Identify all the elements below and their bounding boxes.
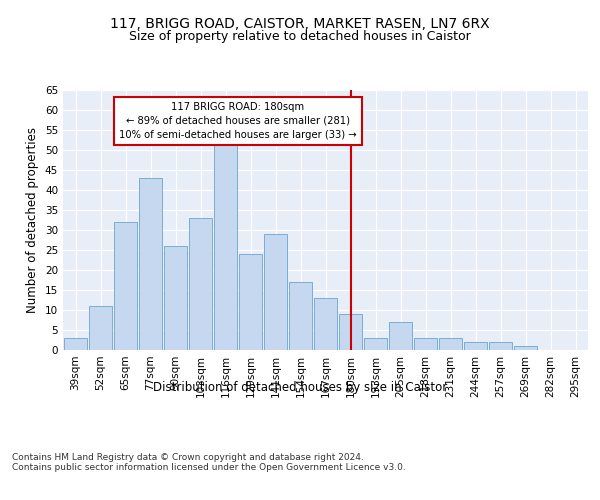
Bar (214, 142, 237, 350)
Bar (239, 254, 262, 350)
Bar (164, 246, 187, 350)
Bar (364, 338, 387, 350)
Text: 117, BRIGG ROAD, CAISTOR, MARKET RASEN, LN7 6RX: 117, BRIGG ROAD, CAISTOR, MARKET RASEN, … (110, 18, 490, 32)
Text: Distribution of detached houses by size in Caistor: Distribution of detached houses by size … (153, 381, 447, 394)
Bar (414, 338, 437, 350)
Y-axis label: Number of detached properties: Number of detached properties (26, 127, 40, 313)
Text: 117 BRIGG ROAD: 180sqm
← 89% of detached houses are smaller (281)
10% of semi-de: 117 BRIGG ROAD: 180sqm ← 89% of detached… (119, 102, 357, 140)
Bar (264, 234, 287, 350)
Bar (439, 338, 462, 350)
Bar (139, 178, 162, 350)
Text: Contains HM Land Registry data © Crown copyright and database right 2024.
Contai: Contains HM Land Registry data © Crown c… (12, 453, 406, 472)
Text: Size of property relative to detached houses in Caistor: Size of property relative to detached ho… (129, 30, 471, 43)
Bar (464, 342, 487, 350)
Bar (114, 222, 137, 350)
Bar (89, 306, 112, 350)
Bar (339, 314, 362, 350)
Bar (64, 338, 87, 350)
Bar (389, 322, 412, 350)
Bar (189, 218, 212, 350)
Bar (289, 282, 312, 350)
Bar (514, 346, 537, 350)
Bar (489, 342, 512, 350)
Bar (314, 298, 337, 350)
